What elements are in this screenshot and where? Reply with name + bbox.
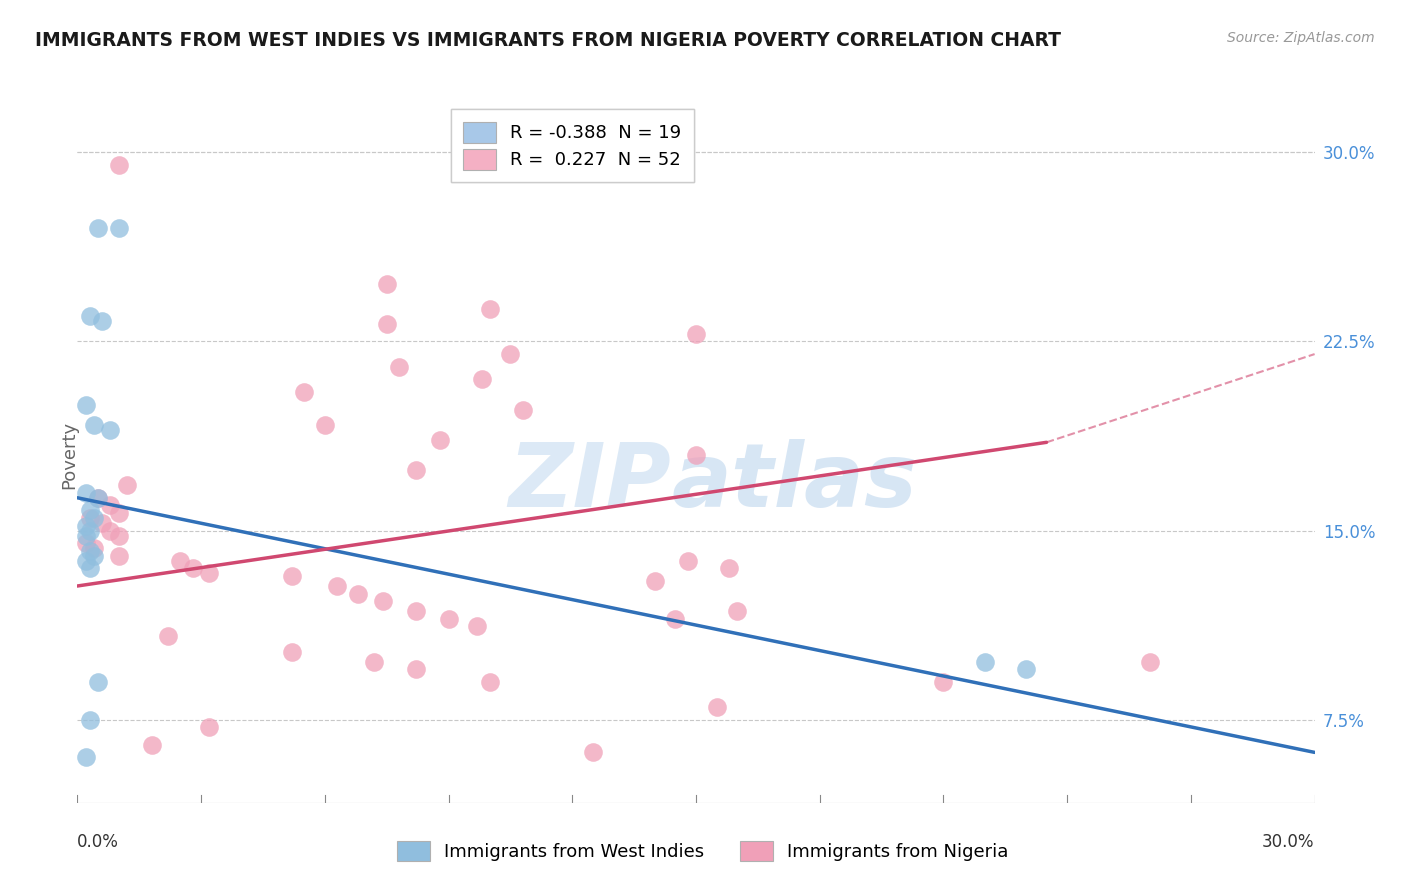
Point bbox=[91, 516, 114, 530]
Point bbox=[664, 612, 686, 626]
Text: 30.0%: 30.0% bbox=[1263, 833, 1315, 851]
Point bbox=[478, 674, 501, 689]
Point bbox=[83, 549, 105, 563]
Point bbox=[314, 417, 336, 432]
Point bbox=[676, 554, 699, 568]
Point bbox=[467, 619, 489, 633]
Point bbox=[79, 713, 101, 727]
Point bbox=[75, 397, 97, 411]
Point bbox=[470, 372, 492, 386]
Point bbox=[717, 561, 740, 575]
Text: ZIP: ZIP bbox=[509, 439, 671, 526]
Point bbox=[87, 674, 110, 689]
Point bbox=[83, 511, 105, 525]
Point bbox=[87, 491, 110, 505]
Point bbox=[79, 524, 101, 538]
Point bbox=[79, 543, 101, 558]
Point bbox=[281, 644, 304, 658]
Point bbox=[371, 594, 394, 608]
Point bbox=[375, 317, 398, 331]
Point bbox=[98, 499, 121, 513]
Point bbox=[83, 541, 105, 556]
Point bbox=[388, 359, 411, 374]
Point bbox=[706, 700, 728, 714]
Point bbox=[75, 554, 97, 568]
Point bbox=[725, 604, 748, 618]
Point bbox=[107, 506, 129, 520]
Point bbox=[973, 655, 995, 669]
Point bbox=[98, 423, 121, 437]
Y-axis label: Poverty: Poverty bbox=[60, 421, 77, 489]
Point bbox=[326, 579, 349, 593]
Point bbox=[87, 491, 110, 505]
Point bbox=[98, 524, 121, 538]
Legend: Immigrants from West Indies, Immigrants from Nigeria: Immigrants from West Indies, Immigrants … bbox=[387, 830, 1019, 872]
Point bbox=[644, 574, 666, 588]
Point bbox=[512, 402, 534, 417]
Point bbox=[932, 674, 955, 689]
Legend: R = -0.388  N = 19, R =  0.227  N = 52: R = -0.388 N = 19, R = 0.227 N = 52 bbox=[450, 109, 695, 183]
Point bbox=[198, 720, 221, 734]
Point bbox=[281, 569, 304, 583]
Point bbox=[115, 478, 138, 492]
Point bbox=[685, 326, 707, 341]
Point bbox=[107, 221, 129, 235]
Point bbox=[169, 554, 191, 568]
Point bbox=[198, 566, 221, 581]
Point bbox=[181, 561, 204, 575]
Text: IMMIGRANTS FROM WEST INDIES VS IMMIGRANTS FROM NIGERIA POVERTY CORRELATION CHART: IMMIGRANTS FROM WEST INDIES VS IMMIGRANT… bbox=[35, 31, 1062, 50]
Point bbox=[405, 662, 427, 676]
Point bbox=[1139, 655, 1161, 669]
Point bbox=[91, 314, 114, 328]
Point bbox=[499, 347, 522, 361]
Point bbox=[478, 301, 501, 316]
Point bbox=[79, 310, 101, 324]
Point bbox=[107, 158, 129, 172]
Point bbox=[87, 221, 110, 235]
Point bbox=[405, 463, 427, 477]
Point bbox=[141, 738, 163, 752]
Text: Source: ZipAtlas.com: Source: ZipAtlas.com bbox=[1227, 31, 1375, 45]
Point bbox=[83, 417, 105, 432]
Point bbox=[79, 561, 101, 575]
Point bbox=[75, 528, 97, 542]
Point bbox=[107, 528, 129, 542]
Point bbox=[582, 745, 605, 759]
Point bbox=[75, 485, 97, 500]
Point bbox=[429, 433, 451, 447]
Point bbox=[437, 612, 460, 626]
Point bbox=[75, 518, 97, 533]
Point bbox=[346, 586, 368, 600]
Point bbox=[75, 750, 97, 764]
Point bbox=[685, 448, 707, 462]
Point bbox=[75, 536, 97, 550]
Point bbox=[79, 511, 101, 525]
Point bbox=[79, 503, 101, 517]
Text: 0.0%: 0.0% bbox=[77, 833, 120, 851]
Point bbox=[107, 549, 129, 563]
Point bbox=[375, 277, 398, 291]
Text: atlas: atlas bbox=[671, 439, 917, 526]
Point bbox=[1015, 662, 1038, 676]
Point bbox=[405, 604, 427, 618]
Point bbox=[157, 629, 180, 643]
Point bbox=[363, 655, 385, 669]
Point bbox=[292, 384, 315, 399]
